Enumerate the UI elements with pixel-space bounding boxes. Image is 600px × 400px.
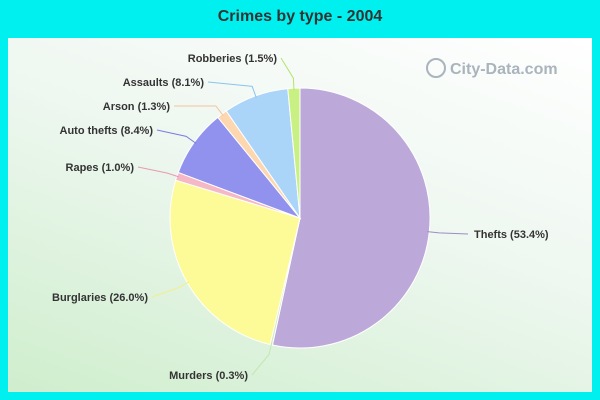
pie-slices	[169, 87, 431, 349]
chart-title: Crimes by type - 2004	[217, 8, 383, 25]
slice-label: Arson (1.3%)	[103, 101, 171, 113]
leader-line	[280, 57, 295, 91]
leader-line	[174, 105, 224, 116]
leader-line	[207, 81, 257, 98]
leader-line	[137, 166, 179, 178]
slice-label: Burglaries (26.0%)	[52, 292, 148, 304]
slice-label: Robberies (1.5%)	[188, 53, 278, 65]
leader-line	[427, 231, 469, 235]
slice-label: Auto thefts (8.4%)	[60, 125, 154, 137]
leader-line	[151, 281, 190, 298]
slice-label: Murders (0.3%)	[169, 370, 248, 382]
leader-line	[251, 342, 273, 376]
leader-line	[156, 129, 197, 144]
slice-label: Assaults (8.1%)	[123, 77, 205, 89]
watermark: City-Data.com	[426, 58, 558, 78]
watermark-text: City-Data.com	[450, 61, 558, 78]
slice-labels: Thefts (53.4%) Murders (0.3%) Burglaries (…	[52, 53, 549, 382]
watermark-search-icon	[426, 58, 446, 78]
slice-label: Thefts (53.4%)	[474, 229, 549, 241]
leader-lines	[137, 57, 469, 376]
slice-label: Rapes (1.0%)	[66, 162, 135, 174]
